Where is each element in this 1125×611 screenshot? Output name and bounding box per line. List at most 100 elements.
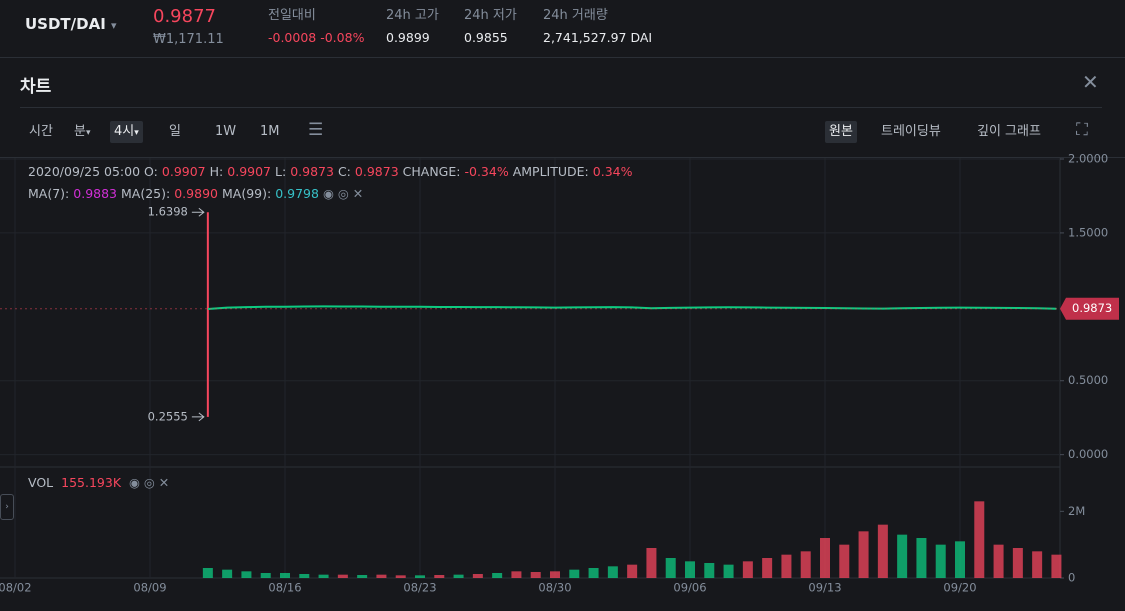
x-tick-label: 09/13 [808,581,841,595]
vol-legend: VOL 155.193K ◉ ◎ ✕ [28,475,170,490]
volume-bar [839,544,850,578]
stat-value: 0.9899 [386,30,430,45]
stat-value: 2,741,527.97 DAI [543,30,653,45]
pair[interactable]: USDT/DAI ▾ [25,15,117,33]
volume-bar [280,573,290,578]
view-tab[interactable]: 깊이 그래프 [977,124,1041,139]
vol-title: VOL [28,475,54,490]
stat-label: 24h 저가 [464,8,517,23]
view-tab[interactable]: 트레이딩뷰 [881,124,941,139]
toolbar-item[interactable]: 일 [169,124,181,139]
ma-value: 0.9883 [73,186,118,201]
volume-bar [877,524,888,578]
x-tick-label: 08/30 [538,581,571,595]
volume-bar [1051,554,1062,578]
toolbar-item[interactable]: 1W [215,124,237,139]
volume-bar [472,574,483,578]
volume-bar [588,568,599,578]
last-price-label: 0.9873 [1072,301,1112,315]
volume-bar [993,544,1004,578]
vol-value: 155.193K [61,475,122,490]
y-tick-label: 0 [1068,571,1075,585]
volume-bar [974,501,985,578]
volume-bar [357,575,368,578]
ma-icons: ◉ ◎ ✕ [322,186,364,201]
ma-value: 0.9798 [275,186,319,201]
volume-bar [434,575,445,578]
toolbar-item[interactable]: 1M [260,124,280,139]
volume-bar [299,574,310,578]
stat-label: 24h 고가 [386,8,439,23]
volume-bar [704,563,715,578]
fullscreen-icon[interactable]: ⛶ [1076,120,1088,140]
volume-bar [530,572,541,578]
pair-name[interactable]: USDT/DAI [25,15,106,33]
volume-bar [935,544,946,578]
y-tick-label: 2.0000 [1068,152,1108,166]
legend-value: 0.9907 [227,164,272,179]
volume-bar [800,551,811,578]
volume-bar [742,561,753,578]
legend-value: 0.9907 [161,164,206,179]
legend-time: 2020/09/25 05:00 [28,164,141,179]
legend-value: 0.9873 [290,164,334,179]
legend-label: C: [337,164,351,179]
volume-bar [376,574,387,578]
arrow [191,207,205,217]
legend-label: CHANGE: [402,164,461,179]
ma-label: MA(25): [121,186,171,201]
ohlc-legend: 2020/09/25 05:00 O: 0.9907 H: 0.9907 L: 0.9873… [28,164,636,179]
volume-bar [820,538,830,578]
x-tick-label: 08/16 [268,581,301,595]
volume-bar [646,548,657,578]
volume-bar [916,538,927,578]
divider [0,157,1125,158]
volume-bar [260,573,271,578]
price-krw: ₩1,171.11 [153,32,224,47]
volume-bar [858,531,869,578]
volume-bar [453,574,464,578]
ma-legend: MA(7): 0.9883 MA(25): 0.9890 MA(99): 0.9798 ◉ … [28,186,367,201]
volume-bar [723,564,734,578]
volume-bar [665,558,676,578]
legend-label: O: [144,164,158,179]
volume-bar [1032,551,1043,578]
close-button[interactable]: ✕ [1082,70,1099,94]
volume-bar [781,554,792,578]
legend-label: H: [209,164,224,179]
volume-bar [897,534,908,578]
volume-bar [569,569,580,578]
volume-bar [222,569,233,578]
ma-label: MA(99): [221,186,272,201]
stat-label: 전일대비 [268,8,316,23]
volume-bar [762,558,773,578]
toolbar-item[interactable]: 분▾ [74,124,91,139]
y-tick-label: 1.5000 [1068,225,1108,239]
legend-label: AMPLITUDE: [512,164,589,179]
settings-icon[interactable]: ☰ [308,120,324,140]
volume-bar [395,575,406,578]
volume-bar [415,575,425,578]
toolbar-item: 시간 [29,124,53,139]
stat-label: 24h 거래량 [543,8,608,23]
view-tab[interactable]: 원본 [825,121,857,143]
y-tick-label: 2M [1068,504,1085,518]
toolbar-item[interactable]: 4시▾ [110,121,143,143]
stat-value: -0.0008 -0.08% [268,30,365,45]
x-tick-label: 09/06 [673,581,706,595]
volume-bar [627,564,638,578]
high-label: 1.6398 [148,205,188,219]
volume-bar [511,571,522,578]
ma-value: 0.9890 [174,186,218,201]
expand-tab[interactable]: › [0,494,14,520]
ma-label: MA(7): [28,186,70,201]
stat-value: 0.9855 [464,30,508,45]
last-price-tag [1060,297,1119,320]
x-tick-label: 08/23 [403,581,436,595]
panel-title: 차트 [20,77,52,97]
legend-value: 0.34% [592,164,633,179]
divider [0,57,1125,58]
legend-label: L: [275,164,287,179]
